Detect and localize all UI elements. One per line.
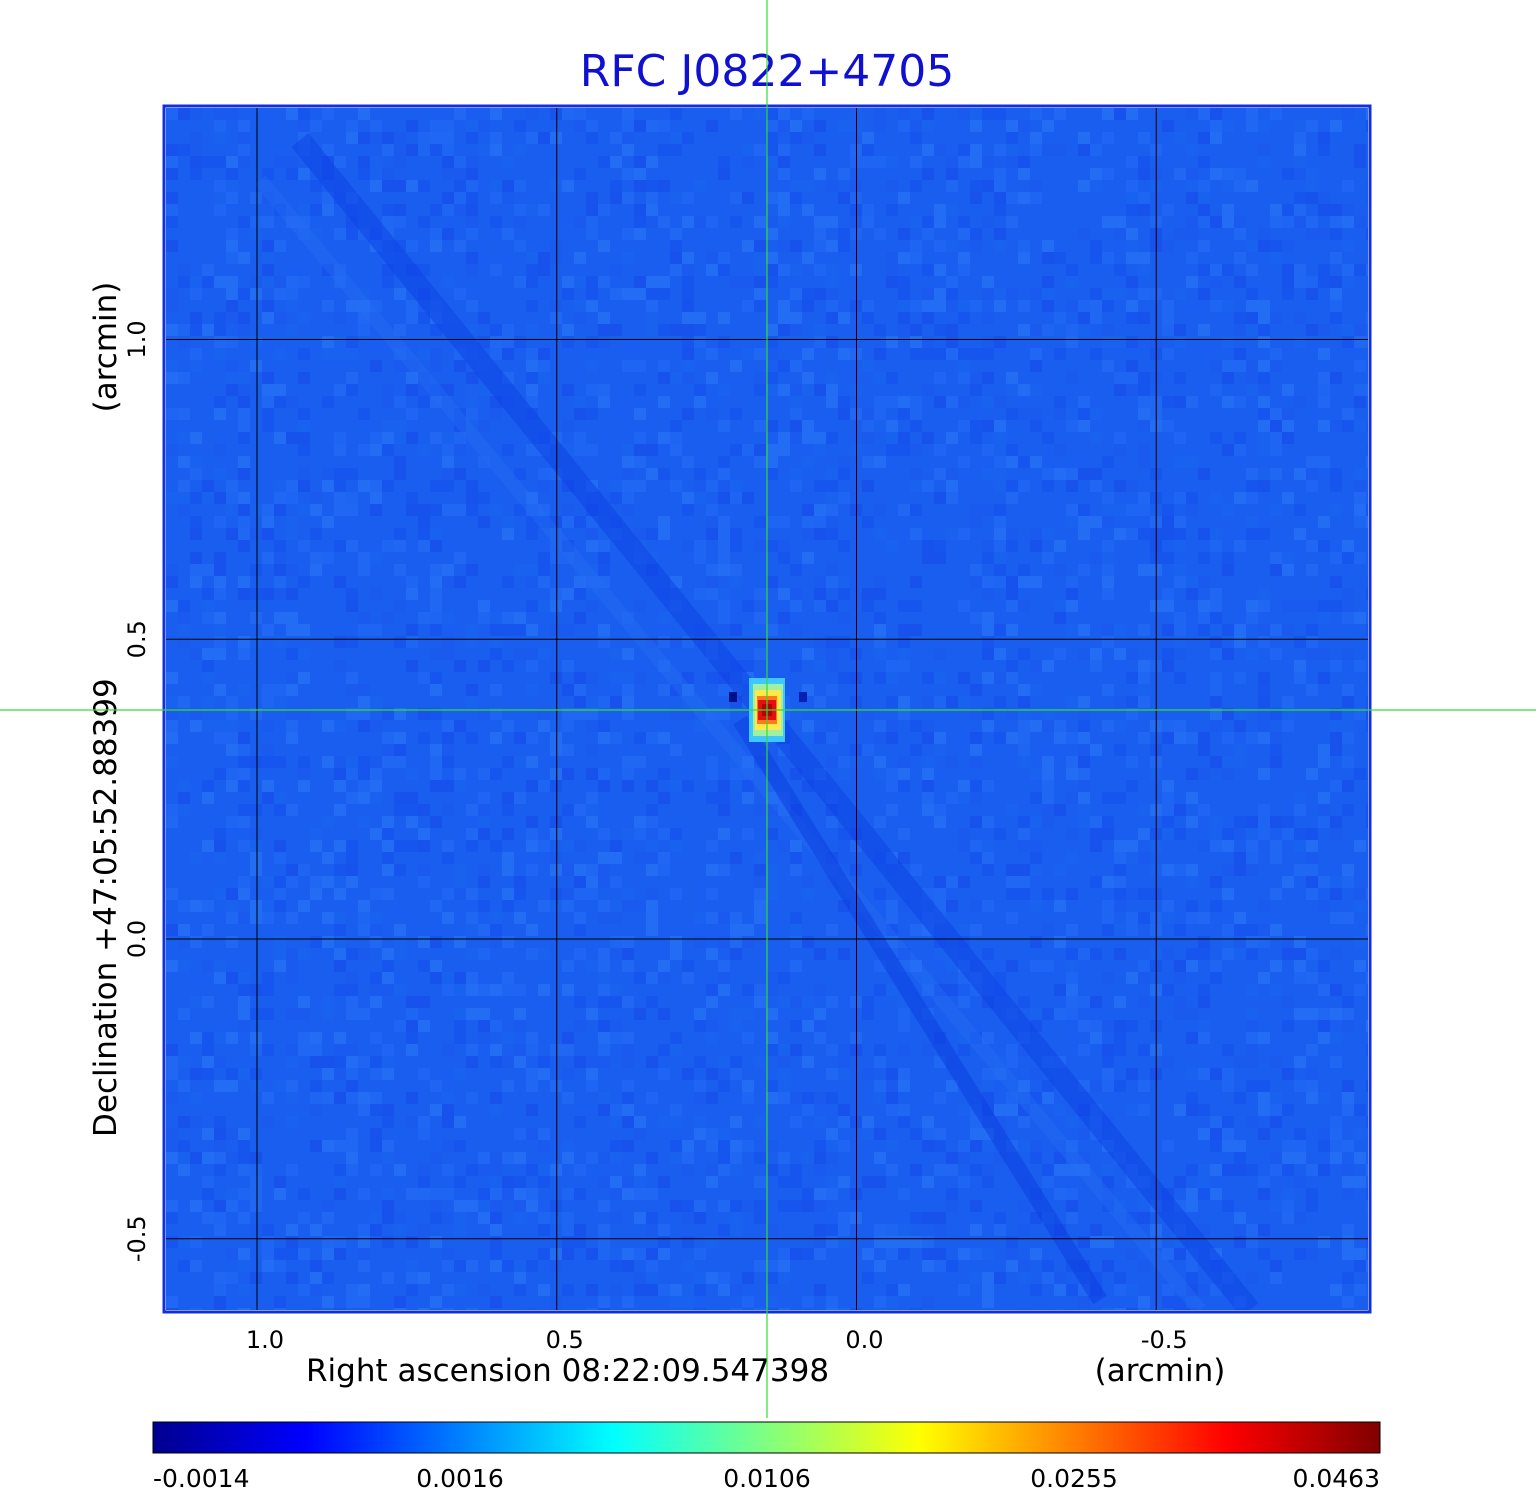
- crosshair: [0, 0, 1536, 1418]
- colorbar-tick-label: 0.0106: [723, 1464, 810, 1493]
- y-tick-label: 0.5: [123, 620, 151, 658]
- y-tick-label: 1.0: [123, 320, 151, 358]
- y-axis-label: Declination +47:05:52.88399: [88, 678, 124, 1137]
- colorbar-tick-labels: -0.0014 0.0016 0.0106 0.0255 0.0463: [153, 1464, 1380, 1493]
- y-tick-label: -0.5: [123, 1215, 151, 1262]
- x-tick-label: 0.5: [546, 1326, 584, 1354]
- colorbar-tick-label: 0.0255: [1030, 1464, 1117, 1493]
- negative-lobe: [729, 692, 737, 702]
- negative-lobe: [799, 692, 807, 702]
- x-tick-label: -0.5: [1141, 1326, 1188, 1354]
- y-tick-labels: 1.0 0.5 0.0 -0.5: [123, 320, 151, 1262]
- y-axis-unit: (arcmin): [88, 282, 124, 413]
- colorbar-tick-label: 0.0463: [1293, 1464, 1380, 1493]
- y-tick-label: 0.0: [123, 920, 151, 958]
- x-tick-label: 0.0: [845, 1326, 883, 1354]
- map-noise: [166, 108, 1368, 1310]
- map-image: [166, 108, 1368, 1310]
- x-axis-label: Right ascension 08:22:09.547398: [306, 1353, 829, 1389]
- colorbar-tick-label: -0.0014: [153, 1464, 250, 1493]
- x-tick-label: 1.0: [246, 1326, 284, 1354]
- x-tick-labels: 1.0 0.5 0.0 -0.5: [246, 1326, 1188, 1354]
- x-axis-unit: (arcmin): [1095, 1353, 1226, 1389]
- colorbar-tick-label: 0.0016: [416, 1464, 503, 1493]
- colorbar: [152, 1421, 1381, 1454]
